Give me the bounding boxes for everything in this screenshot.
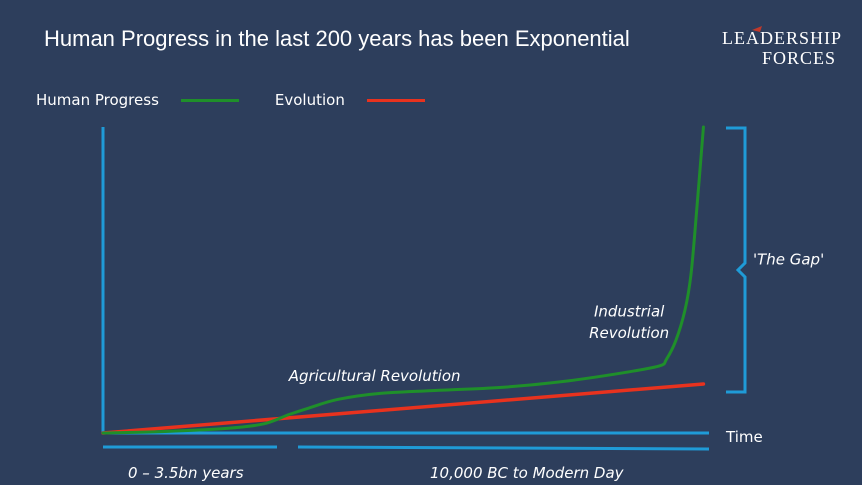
leadership-forces-logo: LEADERSHIP FORCES bbox=[722, 24, 852, 68]
annotation-agricultural-revolution: Agricultural Revolution bbox=[288, 367, 461, 385]
gap-bracket bbox=[726, 126, 747, 394]
legend-label-evolution: Evolution bbox=[274, 91, 345, 109]
annotation-revolution: Revolution bbox=[589, 324, 669, 342]
legend-item-progress: Human Progress bbox=[36, 91, 239, 109]
legend-swatch-evolution bbox=[366, 98, 425, 102]
annotation-industrial: Industrial bbox=[594, 303, 665, 321]
chart-legend: Human Progress Evolution bbox=[36, 88, 461, 112]
timeline-segment-2 bbox=[297, 445, 710, 451]
timeline-label-2: 10,000 BC to Modern Day bbox=[430, 464, 625, 482]
logo-line1: LEADERSHIP bbox=[722, 28, 842, 48]
logo-mark-icon bbox=[752, 26, 762, 32]
legend-swatch-progress bbox=[180, 98, 239, 102]
legend-item-evolution: Evolution bbox=[275, 91, 425, 109]
legend-label-progress: Human Progress bbox=[36, 91, 159, 109]
series-line-evolution bbox=[101, 382, 706, 435]
timeline-label-1: 0 – 3.5bn years bbox=[128, 464, 244, 482]
logo-line2: FORCES bbox=[762, 48, 836, 68]
x-axis-label: Time bbox=[725, 428, 763, 446]
slide-title: Human Progress in the last 200 years has… bbox=[44, 26, 630, 51]
annotation-the-gap: 'The Gap' bbox=[753, 251, 824, 269]
series-line-human-progress bbox=[101, 125, 705, 435]
